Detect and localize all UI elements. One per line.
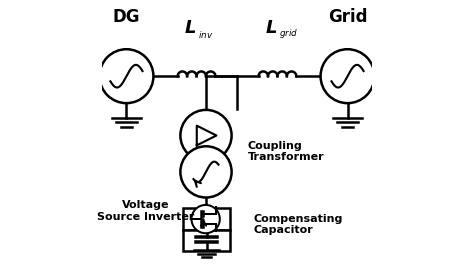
- Text: DG: DG: [113, 8, 140, 26]
- Text: $\bfit{L}$: $\bfit{L}$: [184, 19, 197, 37]
- Circle shape: [181, 146, 232, 198]
- Circle shape: [320, 49, 374, 103]
- Text: Grid: Grid: [328, 8, 367, 26]
- Text: $_{grid}$: $_{grid}$: [279, 27, 298, 40]
- Circle shape: [100, 49, 154, 103]
- Bar: [183, 230, 230, 251]
- Circle shape: [191, 205, 220, 233]
- Circle shape: [181, 110, 232, 161]
- Text: Voltage
Source Inverter: Voltage Source Inverter: [97, 200, 194, 222]
- Text: Compensating
Capacitor: Compensating Capacitor: [253, 214, 343, 235]
- Text: $_{inv}$: $_{inv}$: [198, 27, 213, 40]
- Text: Coupling
Transformer: Coupling Transformer: [248, 141, 324, 163]
- Bar: [183, 208, 230, 230]
- Text: $\bfit{L}$: $\bfit{L}$: [265, 19, 277, 37]
